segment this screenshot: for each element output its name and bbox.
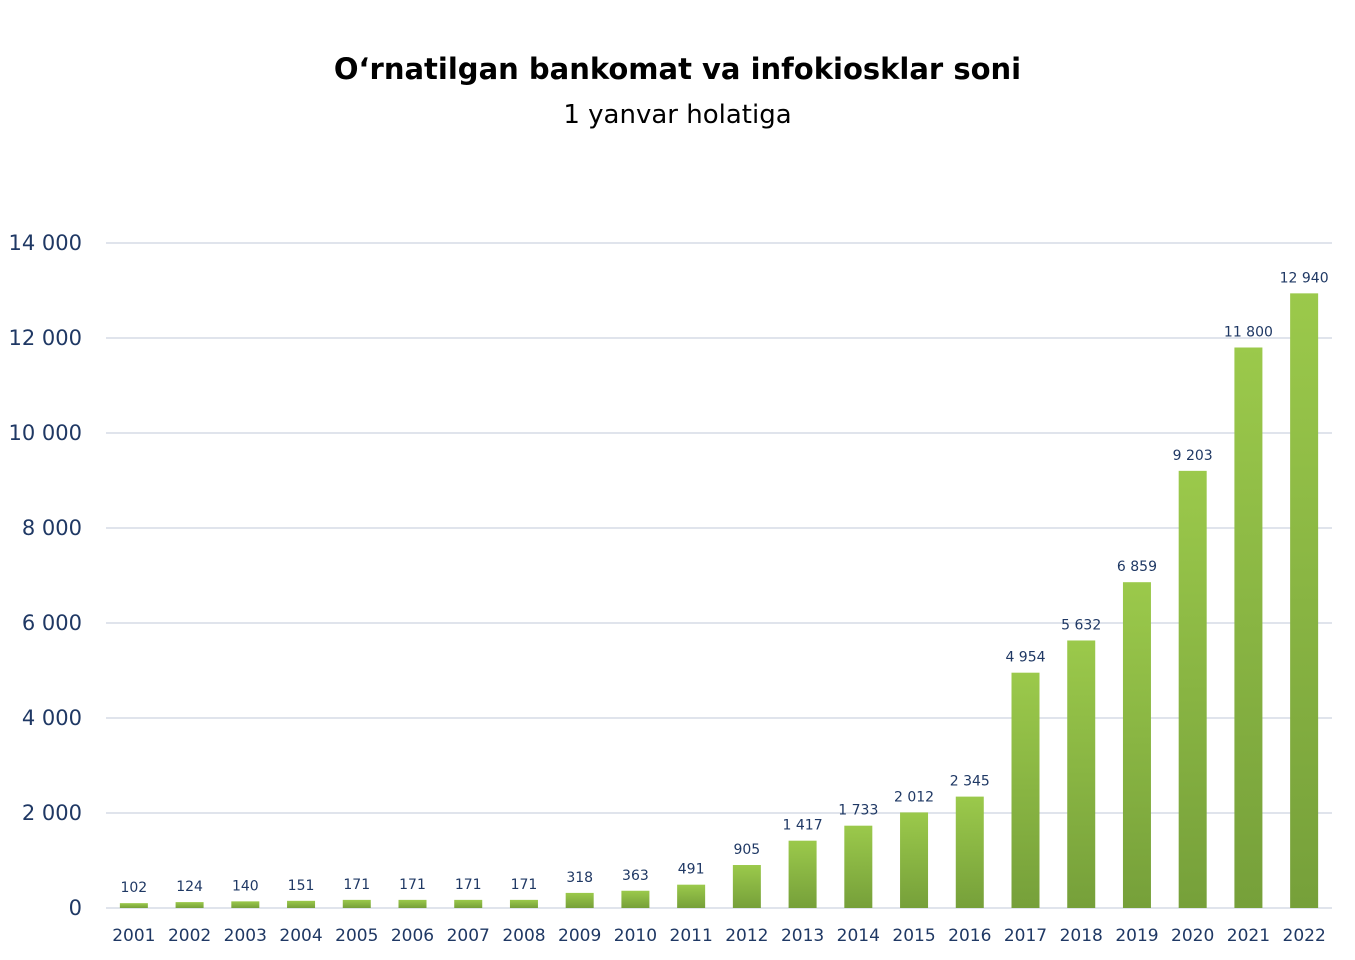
bar: [955, 796, 984, 908]
bar: [1178, 470, 1207, 908]
data-label: 1 417: [783, 818, 823, 834]
bar: [1122, 582, 1151, 908]
x-tick-label: 2022: [1283, 926, 1326, 946]
bar: [788, 840, 817, 908]
bar: [119, 903, 148, 908]
bar: [342, 899, 371, 908]
data-label: 140: [232, 878, 259, 894]
x-tick-label: 2002: [168, 926, 211, 946]
x-tick-label: 2005: [335, 926, 378, 946]
x-tick-label: 2018: [1060, 926, 1103, 946]
data-label: 102: [120, 880, 147, 896]
bar: [844, 825, 873, 908]
y-tick-label: 4 000: [22, 706, 82, 730]
x-tick-label: 2014: [837, 926, 880, 946]
data-label: 151: [288, 878, 315, 894]
x-tick-label: 2004: [279, 926, 322, 946]
bar: [1011, 672, 1040, 908]
bar: [900, 812, 929, 908]
x-tick-label: 2013: [781, 926, 824, 946]
data-label: 1 733: [838, 803, 878, 819]
data-label: 318: [566, 870, 593, 886]
data-label: 2 345: [950, 774, 990, 790]
data-label: 5 632: [1061, 617, 1101, 633]
bar: [175, 902, 204, 908]
data-label: 171: [399, 877, 426, 893]
chart-subtitle: 1 yanvar holatiga: [563, 100, 792, 130]
bar: [565, 892, 594, 908]
bar: [509, 899, 538, 908]
data-label: 4 954: [1005, 650, 1045, 666]
x-tick-label: 2009: [558, 926, 601, 946]
x-tick-label: 2003: [224, 926, 267, 946]
data-label: 11 800: [1224, 325, 1273, 341]
x-tick-label: 2020: [1171, 926, 1214, 946]
x-tick-label: 2001: [112, 926, 155, 946]
y-tick-label: 10 000: [9, 421, 82, 445]
x-tick-label: 2017: [1004, 926, 1047, 946]
bar: [454, 899, 483, 908]
data-label: 2 012: [894, 789, 934, 805]
x-tick-label: 2016: [948, 926, 991, 946]
data-label: 124: [176, 879, 203, 895]
bar: [287, 900, 316, 908]
x-tick-label: 2007: [447, 926, 490, 946]
data-label: 905: [733, 842, 760, 858]
y-tick-label: 0: [69, 896, 82, 920]
bar: [732, 865, 761, 908]
y-tick-label: 2 000: [22, 801, 82, 825]
chart-title: O‘rnatilgan bankomat va infokiosklar son…: [333, 52, 1022, 86]
y-tick-label: 14 000: [9, 231, 82, 255]
data-label: 491: [678, 862, 705, 878]
x-tick-label: 2012: [725, 926, 768, 946]
x-tick-label: 2021: [1227, 926, 1270, 946]
data-label: 171: [343, 877, 370, 893]
x-tick-label: 2015: [892, 926, 935, 946]
bar: [1067, 640, 1096, 908]
bar: [1234, 347, 1263, 908]
y-tick-label: 8 000: [22, 516, 82, 540]
y-tick-label: 6 000: [22, 611, 82, 635]
bar: [398, 899, 427, 908]
bar: [231, 901, 260, 908]
x-tick-label: 2010: [614, 926, 657, 946]
x-tick-label: 2019: [1115, 926, 1158, 946]
data-label: 9 203: [1173, 448, 1213, 464]
bar: [621, 890, 650, 908]
data-label: 6 859: [1117, 559, 1157, 575]
data-label: 12 940: [1280, 270, 1329, 286]
bar: [677, 884, 706, 908]
labels: 0 2 000 4 000 6 000 8 000 10 000 12 000 14 000 1…: [9, 231, 1329, 946]
bar: [1290, 293, 1319, 909]
x-tick-label: 2006: [391, 926, 434, 946]
y-tick-label: 12 000: [9, 326, 82, 350]
x-tick-label: 2011: [670, 926, 713, 946]
bars: [119, 293, 1319, 909]
data-label: 363: [622, 868, 649, 884]
data-label: 171: [511, 877, 538, 893]
data-label: 171: [455, 877, 482, 893]
x-tick-label: 2008: [502, 926, 545, 946]
